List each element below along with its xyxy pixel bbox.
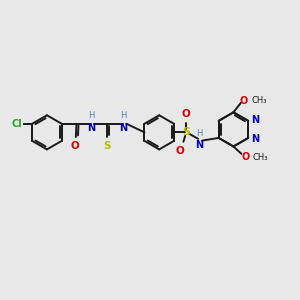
Text: O: O (71, 141, 80, 151)
Text: S: S (103, 141, 110, 151)
Text: N: N (119, 123, 128, 133)
Text: H: H (196, 129, 203, 138)
Text: H: H (88, 111, 94, 120)
Text: Cl: Cl (12, 119, 23, 129)
Text: N: N (195, 140, 203, 150)
Text: O: O (182, 110, 191, 119)
Text: H: H (120, 111, 127, 120)
Text: O: O (241, 152, 249, 162)
Text: O: O (240, 95, 248, 106)
Text: N: N (251, 115, 259, 125)
Text: O: O (176, 146, 184, 156)
Text: CH₃: CH₃ (253, 153, 268, 162)
Text: N: N (251, 134, 259, 143)
Text: S: S (182, 127, 190, 137)
Text: N: N (87, 123, 95, 133)
Text: CH₃: CH₃ (251, 96, 267, 105)
